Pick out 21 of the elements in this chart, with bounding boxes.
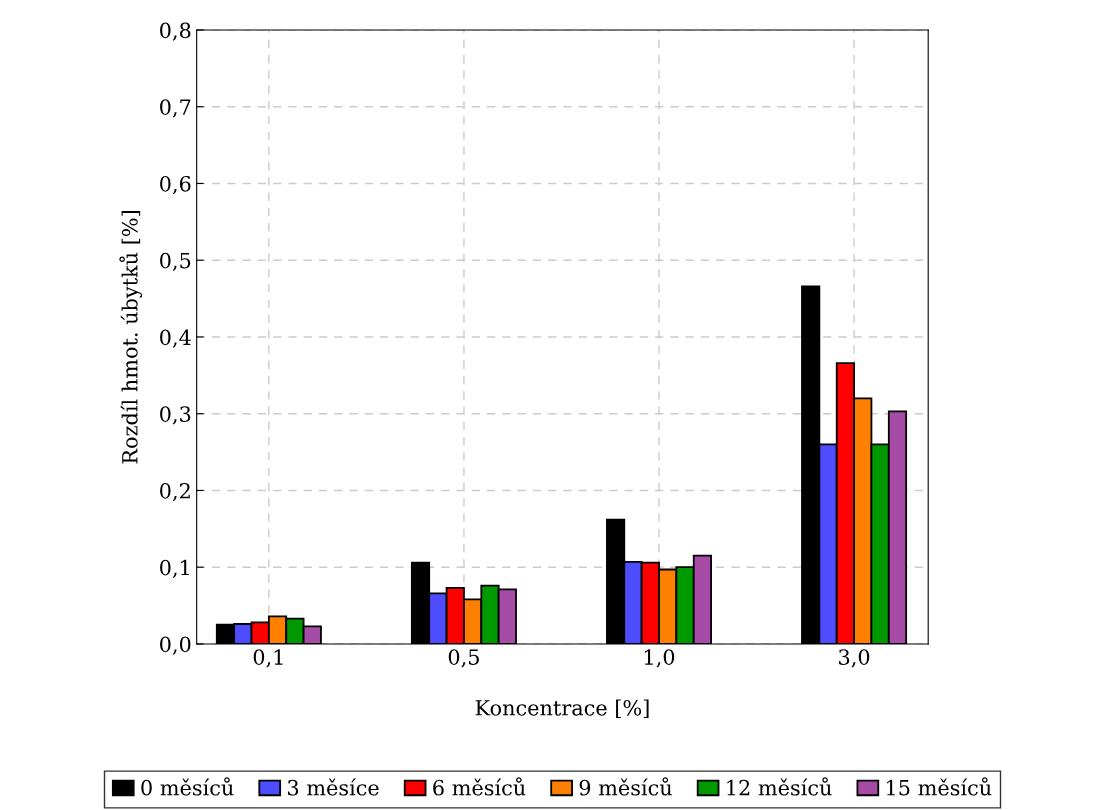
legend-label: 0 měsíců [141,777,234,796]
y-tick-label: 0,7 [160,99,191,118]
x-tick-label: 1,0 [644,649,675,668]
y-tick-label: 0,1 [160,559,189,578]
y-tick-label: 0,6 [160,175,191,195]
y-tick-label: 0,5 [160,252,191,271]
legend-label: 12 měsíců [727,777,832,796]
y-tick-label: 0,4 [160,329,191,348]
x-tick-label: 3,0 [839,649,870,668]
y-tick-label: 0,3 [160,406,191,425]
y-tick-label: 0,8 [160,22,191,41]
legend-label: 6 měsíců [433,777,526,796]
x-tick-label: 0,1 [253,649,283,668]
x-tick-label: 0,5 [448,649,479,668]
x-axis-title: Koncentrace [%] [475,699,649,719]
y-axis-title: Rozdíl hmot. úbytků [%] [119,211,143,464]
legend-label: 3 měsíce [287,778,379,796]
legend-label: 15 měsíců [887,777,992,796]
legend-label: 9 měsíců [579,777,672,796]
y-tick-label: 0,2 [160,482,190,502]
y-tick-label: 0,0 [160,636,191,655]
